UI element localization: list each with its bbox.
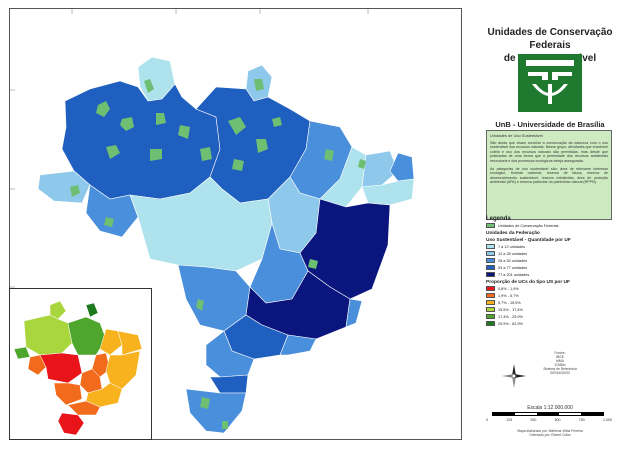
legend-swatch <box>486 272 495 277</box>
legend-qty-item: 77 a 201 unidades <box>486 271 612 278</box>
scale-tick: 125 <box>506 418 513 422</box>
inset-state-ms <box>53 382 83 406</box>
legend-prop-label: 29,9% - 62,9% <box>498 321 523 326</box>
legend-swatch <box>486 223 495 228</box>
scale-tick: 500 <box>554 418 561 422</box>
legend-prop-item: 0,8% - 1,9% <box>486 285 612 292</box>
state-rondonia <box>85 184 139 238</box>
legend-swatch <box>486 286 495 291</box>
state-espirito-santo <box>345 298 363 328</box>
map-frame[interactable] <box>9 8 462 440</box>
legend-prop-label: 0,8% - 1,9% <box>498 286 519 291</box>
legend: Legenda Unidades de Conservação Federais… <box>486 216 612 327</box>
brazil-map <box>10 9 415 434</box>
scale-label: Escala 1:12.000.000 <box>527 405 573 411</box>
scale-tick: 750 <box>578 418 585 422</box>
legend-swatch <box>486 293 495 298</box>
legend-prop-label: 1,9% - 5,7% <box>498 293 519 298</box>
scale-tick: 1.000 <box>602 418 612 422</box>
state-acre <box>37 170 91 204</box>
description-paragraph-1: São áreas que visam conciliar a conserva… <box>490 140 608 163</box>
scale-tick: 0 <box>486 418 488 422</box>
inset-state-sul <box>57 412 85 436</box>
state-ceara <box>361 150 399 188</box>
legend-qty-item: 12 a 28 unidades <box>486 250 612 257</box>
state-santa-catarina <box>209 374 249 394</box>
inset-state-am <box>23 314 73 356</box>
legend-prop-label: 17,4% - 29,9% <box>498 314 523 319</box>
scale-ticks: 0 125 250 500 750 1.000 <box>486 418 612 422</box>
legend-swatch <box>486 321 495 326</box>
inset-state-ma <box>99 328 123 356</box>
legend-swatch <box>486 307 495 312</box>
legend-qty-item: 28 a 53 unidades <box>486 257 612 264</box>
north-arrow-icon <box>502 364 526 388</box>
inset-state-mt <box>39 352 83 384</box>
legend-prop-label: 15,5% - 17,4% <box>498 307 523 312</box>
legend-qty-label: 77 a 201 unidades <box>498 272 530 277</box>
legend-prop-item: 17,4% - 29,9% <box>486 313 612 320</box>
legend-prop-item: 29,9% - 62,9% <box>486 320 612 327</box>
state-parana <box>205 330 255 378</box>
scale-tick: 250 <box>530 418 537 422</box>
unb-logo <box>518 54 582 112</box>
state-rio-de-janeiro <box>279 334 317 356</box>
inset-state-ac <box>13 346 31 360</box>
legend-qty-heading: Uso Sustentável - Quantidade por UF <box>486 238 571 243</box>
legend-item-label: Unidades de Conservação Federais <box>498 223 559 228</box>
inset-state-to <box>91 352 111 378</box>
inset-state-rr <box>49 300 67 320</box>
info-panel: Unidades de Conservação Federais de Uso … <box>466 8 634 440</box>
legend-uf-heading: Unidades da Federação <box>486 231 540 236</box>
legend-swatch <box>486 244 495 249</box>
legend-qty-label: 28 a 53 unidades <box>498 258 528 263</box>
inset-proportion-map[interactable] <box>9 288 152 440</box>
legend-prop-item: 1,9% - 5,7% <box>486 292 612 299</box>
state-rio-grande-sul <box>185 388 247 434</box>
legend-swatch <box>486 314 495 319</box>
inset-state-ne <box>117 330 143 356</box>
description-heading: Unidades de Uso Sustentável <box>490 133 543 138</box>
sources-text: Fontes: IBGE MMA ICMBio Sistema de Refer… <box>543 351 577 375</box>
title-line-1: Unidades de Conservação Federais <box>487 27 613 51</box>
description-box: Unidades de Uso Sustentável São áreas qu… <box>486 130 612 220</box>
scale-bar <box>492 412 604 416</box>
description-paragraph-2: As categorias de uso sustentável são: ár… <box>490 166 608 185</box>
university-name: UnB - Universidade de Brasília <box>495 120 605 129</box>
legend-qty-item: 53 a 77 unidades <box>486 264 612 271</box>
inset-state-ro <box>27 354 47 376</box>
legend-prop-item: 5,7% - 15,5% <box>486 299 612 306</box>
legend-prop-label: 5,7% - 15,5% <box>498 300 521 305</box>
legend-prop-list: 0,8% - 1,9% 1,9% - 5,7% 5,7% - 15,5% 15,… <box>486 285 612 327</box>
legend-swatch <box>486 300 495 305</box>
inset-state-ap <box>85 302 99 318</box>
credits-text: Mapa elaborado por: Matheus Vilela Ferre… <box>517 429 583 437</box>
legend-prop-heading: Proporção de UCs do tipo US por UF <box>486 280 570 285</box>
legend-qty-label: 12 a 28 unidades <box>498 251 528 256</box>
state-rn-pb <box>389 152 415 182</box>
legend-swatch <box>486 251 495 256</box>
conservation-units <box>70 79 366 429</box>
legend-prop-item: 15,5% - 17,4% <box>486 306 612 313</box>
inset-state-sp <box>67 400 101 416</box>
legend-qty-item: 7 a 12 unidades <box>486 243 612 250</box>
legend-qty-label: 7 a 12 unidades <box>498 244 526 249</box>
inset-map-svg <box>13 300 143 436</box>
legend-item-uc: Unidades de Conservação Federais <box>486 222 612 229</box>
legend-heading: Legenda <box>486 216 511 222</box>
legend-qty-label: 53 a 77 unidades <box>498 265 528 270</box>
legend-swatch <box>486 258 495 263</box>
legend-swatch <box>486 265 495 270</box>
inset-state-ba <box>105 350 141 390</box>
legend-qty-list: 7 a 12 unidades 12 a 28 unidades 28 a 53… <box>486 243 612 278</box>
